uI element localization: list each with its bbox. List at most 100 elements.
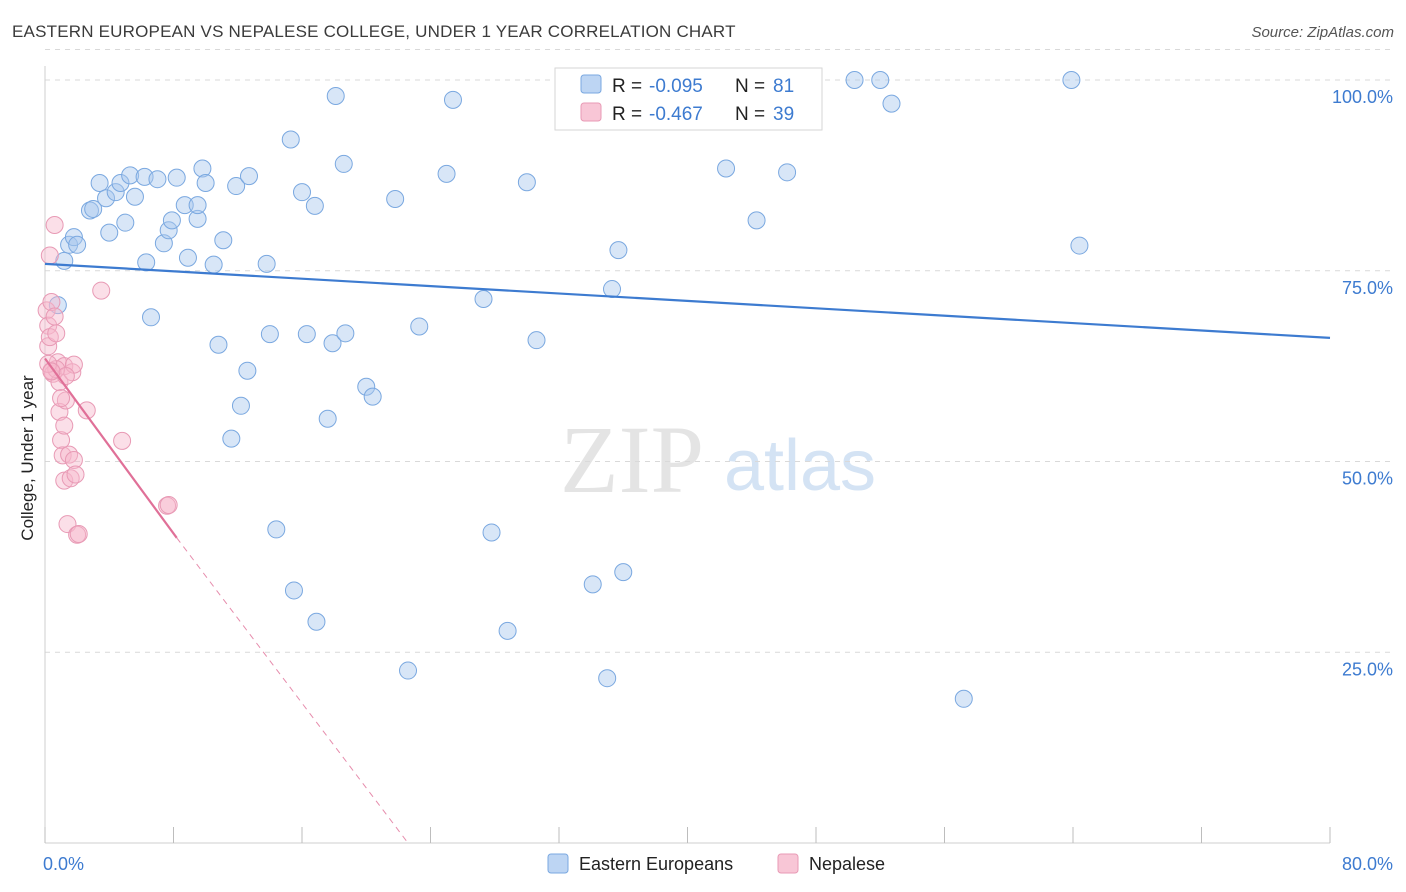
trend-lines — [44, 262, 1331, 844]
point-nepalese — [45, 307, 64, 326]
point-eastern-european — [747, 211, 766, 230]
point-nepalese — [39, 337, 58, 356]
point-eastern-european — [231, 396, 250, 415]
watermark-atlas: atlas — [724, 426, 876, 506]
axes — [44, 66, 1331, 844]
point-eastern-european — [142, 308, 161, 327]
legend-r-value-1: -0.095 — [649, 76, 703, 97]
series-eastern-europeans — [48, 71, 1089, 708]
point-nepalese — [113, 431, 132, 450]
point-nepalese — [158, 496, 177, 515]
point-nepalese — [42, 362, 61, 381]
point-eastern-european — [178, 248, 197, 267]
point-eastern-european — [293, 183, 311, 202]
point-eastern-european — [334, 154, 353, 173]
point-nepalese — [60, 445, 79, 464]
series-nepalese — [37, 215, 178, 544]
point-eastern-european — [162, 211, 181, 230]
point-eastern-european — [90, 174, 109, 193]
point-nepalese — [64, 450, 83, 469]
point-eastern-european — [284, 581, 303, 600]
y-axis-label: College, Under 1 year — [18, 375, 37, 541]
bottom-legend-label-blue: Eastern Europeans — [579, 854, 733, 874]
point-eastern-european — [583, 575, 602, 594]
point-eastern-european — [111, 174, 130, 193]
point-eastern-european — [116, 213, 135, 232]
point-eastern-european — [100, 223, 119, 242]
bottom-legend-label-pink: Nepalese — [809, 854, 885, 874]
point-eastern-european — [363, 387, 382, 406]
point-eastern-european — [209, 335, 228, 354]
point-nepalese — [45, 215, 64, 234]
legend-r-label-2: R = — [612, 104, 642, 125]
point-eastern-european — [871, 71, 890, 89]
point-eastern-european — [148, 170, 167, 189]
point-eastern-european — [167, 168, 186, 187]
legend-r-value-2: -0.467 — [649, 104, 703, 125]
point-eastern-european — [954, 689, 973, 708]
y-tick-labels: 100.0% 75.0% 50.0% 25.0% — [1332, 87, 1393, 679]
point-eastern-european — [305, 196, 324, 215]
legend-n-label-2: N = — [735, 104, 765, 125]
point-eastern-european — [778, 163, 797, 182]
point-eastern-european — [323, 334, 342, 353]
point-eastern-european — [357, 377, 376, 396]
legend-n-value-2: 39 — [773, 104, 794, 125]
point-eastern-european — [175, 196, 194, 215]
bottom-legend-swatch-pink — [777, 853, 799, 874]
y-tick-label: 25.0% — [1342, 659, 1393, 679]
point-eastern-european — [437, 164, 456, 183]
point-eastern-european — [125, 187, 144, 206]
point-eastern-european — [227, 177, 246, 196]
point-nepalese — [55, 416, 74, 435]
point-eastern-european — [527, 331, 546, 350]
point-eastern-european — [443, 90, 462, 109]
point-nepalese — [40, 246, 59, 265]
point-eastern-european — [517, 173, 536, 192]
point-nepalese — [52, 389, 71, 408]
legend-n-label-1: N = — [735, 76, 765, 97]
point-nepalese — [69, 524, 88, 543]
point-eastern-european — [84, 199, 103, 218]
x-tick-label: 80.0% — [1342, 854, 1393, 874]
point-eastern-european — [609, 241, 628, 260]
point-nepalese — [68, 525, 87, 544]
watermark: ZIP atlas — [560, 406, 876, 513]
point-eastern-european — [204, 255, 223, 274]
point-eastern-european — [222, 429, 241, 448]
legend: R = -0.095 N = 81 R = -0.467 N = 39 — [554, 67, 823, 131]
legend-swatch-blue — [580, 74, 602, 94]
point-eastern-european — [188, 196, 207, 215]
point-eastern-european — [1062, 71, 1081, 89]
point-eastern-european — [1070, 236, 1089, 255]
point-eastern-european — [482, 523, 501, 542]
bottom-legend: Eastern Europeans Nepalese — [547, 853, 885, 874]
point-eastern-european — [399, 661, 418, 680]
point-nepalese — [77, 401, 96, 420]
point-eastern-european — [603, 280, 622, 299]
point-eastern-european — [614, 563, 633, 582]
watermark-zip: ZIP — [560, 406, 704, 513]
point-eastern-european — [845, 71, 864, 89]
point-eastern-european — [598, 669, 617, 688]
trend-line-nepalese — [44, 357, 178, 539]
point-nepalese — [56, 391, 75, 410]
trend-line-eastern-europeans — [44, 262, 1331, 339]
point-eastern-european — [239, 167, 258, 186]
gridlines — [45, 48, 1393, 653]
point-eastern-european — [260, 325, 279, 344]
point-nepalese — [159, 495, 178, 514]
point-eastern-european — [214, 231, 233, 250]
point-eastern-european — [717, 159, 736, 178]
point-eastern-european — [410, 317, 429, 336]
chart-source: Source: ZipAtlas.com — [1251, 24, 1394, 41]
legend-swatch-pink — [580, 102, 602, 122]
point-nepalese — [66, 465, 85, 484]
point-eastern-european — [318, 409, 337, 428]
point-eastern-european — [257, 254, 276, 273]
point-eastern-european — [196, 174, 215, 193]
legend-r-label-1: R = — [612, 76, 642, 97]
point-eastern-european — [386, 190, 405, 209]
point-eastern-european — [307, 612, 326, 631]
